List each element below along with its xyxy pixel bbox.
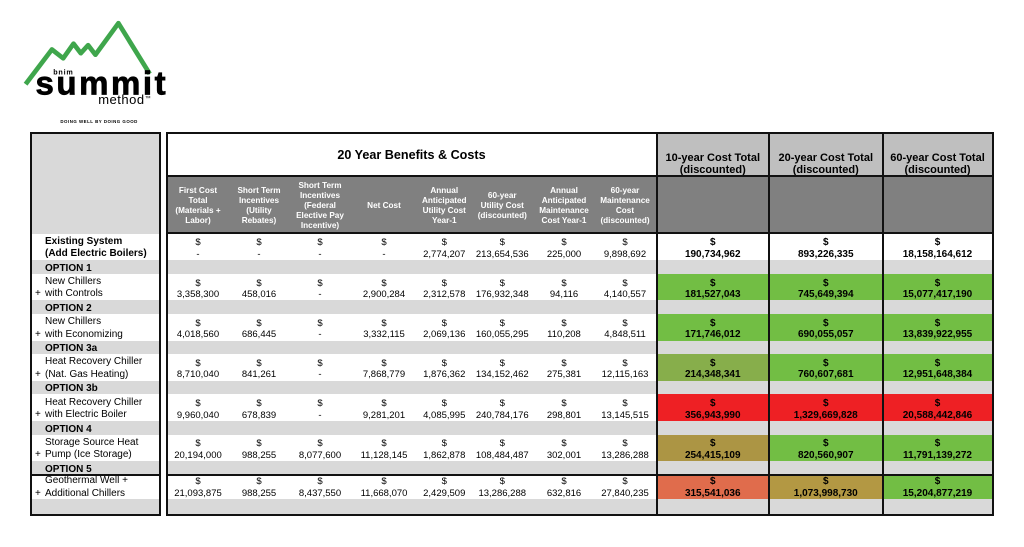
svg-text:bnim: bnim <box>53 68 73 77</box>
svg-text:summit: summit <box>36 64 169 101</box>
svg-text:DOING WELL BY DOING GOOD: DOING WELL BY DOING GOOD <box>60 119 137 124</box>
svg-text:method: method <box>98 92 144 107</box>
svg-text:™: ™ <box>145 95 151 102</box>
